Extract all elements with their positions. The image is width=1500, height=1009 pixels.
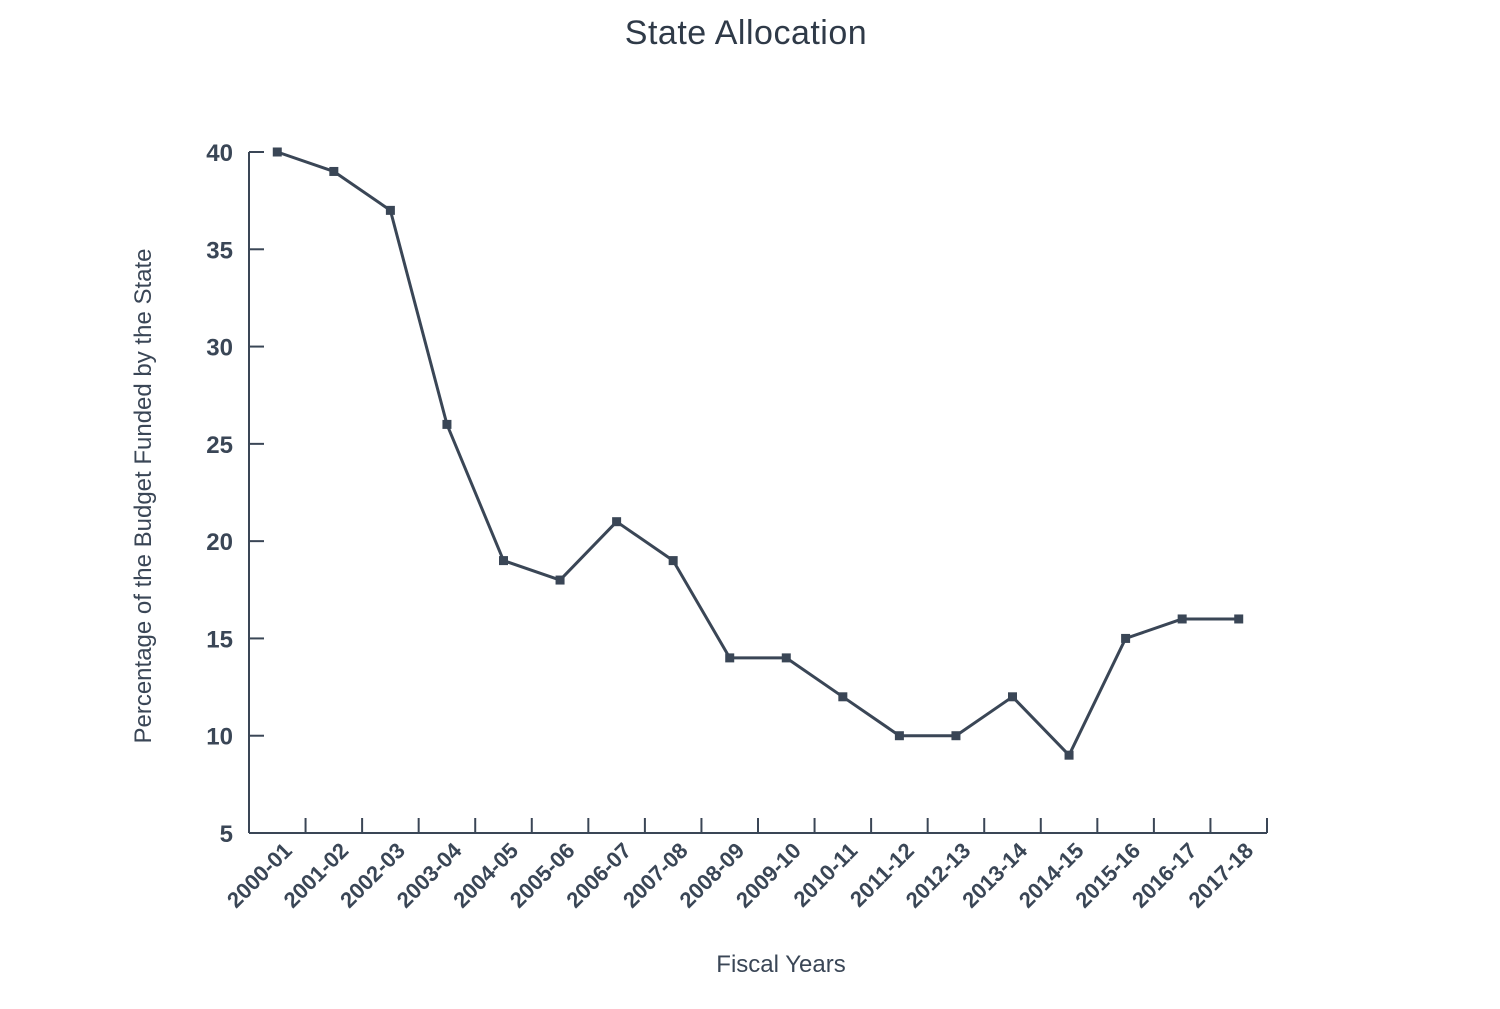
chart-title: State Allocation — [624, 14, 868, 52]
data-point — [385, 205, 395, 215]
data-point — [1177, 614, 1187, 624]
data-point — [329, 166, 339, 176]
series-layer — [272, 147, 1244, 760]
data-point — [838, 692, 848, 702]
y-tick-label: 30 — [206, 335, 233, 362]
data-point — [272, 147, 282, 157]
y-tick-label: 5 — [220, 821, 233, 848]
data-point — [499, 556, 508, 566]
y-tick-label: 25 — [206, 432, 233, 459]
y-tick-label: 10 — [206, 724, 233, 751]
x-axis: 2000-012001-022002-032003-042004-052005-… — [222, 818, 1268, 913]
data-point — [442, 419, 452, 429]
y-tick-label: 20 — [206, 529, 233, 556]
data-point — [781, 653, 791, 663]
data-point — [725, 653, 735, 663]
x-axis-title: Fiscal Years — [716, 951, 845, 978]
data-point — [951, 731, 961, 741]
y-axis: 5 10 15 20 25 30 35 40 — [206, 140, 264, 848]
data-point — [1234, 614, 1244, 624]
data-point — [894, 731, 904, 741]
y-tick-label: 15 — [206, 626, 233, 653]
data-point — [555, 575, 565, 585]
data-point — [1008, 692, 1017, 702]
y-tick-label: 40 — [206, 140, 233, 167]
data-point — [1064, 750, 1074, 760]
series-line — [276, 150, 1239, 757]
y-tick-label: 35 — [206, 237, 233, 264]
data-point — [668, 556, 678, 566]
data-point — [612, 517, 622, 527]
data-point — [1121, 633, 1131, 643]
y-axis-title: Percentage of the Budget Funded by the S… — [130, 248, 157, 743]
